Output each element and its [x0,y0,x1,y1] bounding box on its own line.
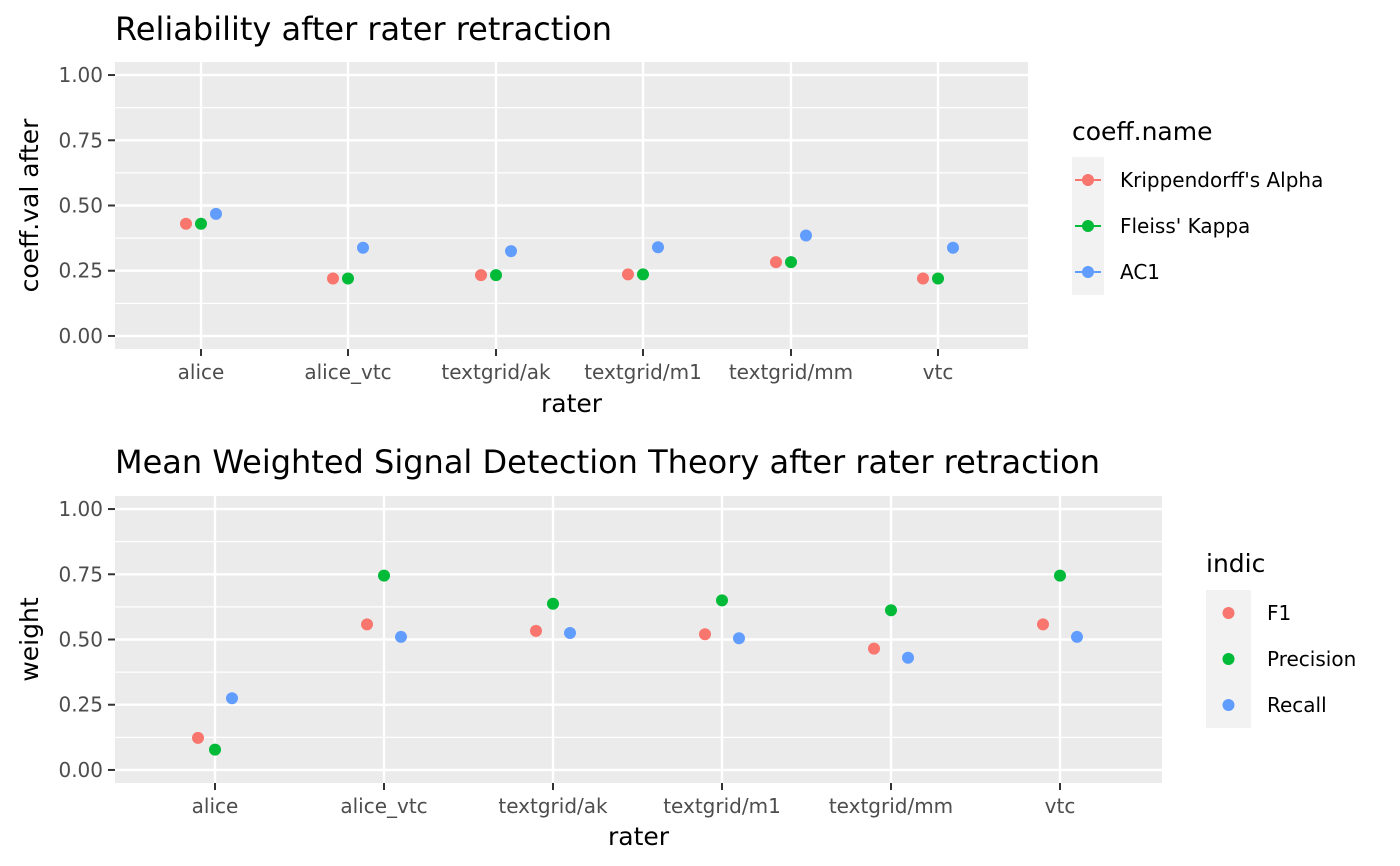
x-tick-label: textgrid/m1 [663,794,781,818]
data-point [342,272,354,285]
y-tick-label: 1.00 [58,497,103,521]
legend-label: Recall [1267,693,1327,717]
legend-label: F1 [1267,601,1291,625]
y-tick-label: 0.00 [58,324,103,348]
y-tick-label: 0.25 [58,693,103,717]
data-point [209,743,221,756]
data-point [868,642,880,655]
legend-title: indic [1206,549,1265,578]
data-point [770,256,782,269]
x-tick-label: textgrid/mm [729,360,853,384]
legend-label: Krippendorff's Alpha [1120,168,1323,192]
data-point [547,597,559,610]
data-point [327,272,339,285]
data-point [505,245,517,258]
legend-marker [1082,266,1094,278]
y-tick-label: 0.25 [58,259,103,283]
data-point [195,217,207,230]
data-point [530,624,542,637]
data-point [652,241,664,254]
chart-title: Reliability after rater retraction [115,10,612,48]
y-tick-label: 1.00 [58,63,103,87]
legend: coeff.name Krippendorff's Alpha Fleiss' Ka… [1072,117,1323,295]
data-point [1071,630,1083,643]
data-point [378,569,390,582]
data-point [395,630,407,643]
legend-marker [1082,174,1094,186]
legend-marker [1222,699,1235,711]
data-point [192,731,204,744]
y-tick-label: 0.50 [58,628,103,652]
legend-marker [1222,607,1235,619]
data-point [902,651,914,664]
data-point [361,618,373,631]
data-point [947,241,959,254]
x-tick-label: alice_vtc [340,794,427,818]
y-tick-label: 0.75 [58,128,103,152]
y-tick-label: 0.00 [58,758,103,782]
x-tick-label: alice [192,794,239,818]
data-point [357,241,369,254]
y-axis-title: weight [15,597,44,681]
x-axis-title: rater [608,822,670,851]
legend-label: Fleiss' Kappa [1120,214,1250,238]
data-point [490,269,502,282]
data-point [785,256,797,269]
data-point [1037,618,1049,631]
x-tick-label: vtc [923,360,954,384]
data-point [180,217,192,230]
data-point [699,628,711,641]
data-point [475,269,487,282]
data-point [733,632,745,645]
x-tick-label: alice_vtc [304,360,391,384]
data-point [637,268,649,281]
chart-2: Mean Weighted Signal Detection Theory af… [15,443,1356,851]
data-point [885,604,897,617]
legend-marker [1222,653,1235,665]
data-point [932,272,944,285]
data-point [1054,569,1066,582]
x-axis-title: rater [541,389,603,418]
y-axis-title: coeff.val after [15,118,44,292]
x-tick-label: textgrid/m1 [584,360,702,384]
data-point [564,626,576,639]
x-tick-label: textgrid/ak [498,794,608,818]
data-point [716,594,728,607]
chart-1: Reliability after rater retraction 0.00 0.… [15,10,1323,418]
data-point [622,268,634,281]
legend-label: AC1 [1120,260,1160,284]
legend-title: coeff.name [1072,117,1213,146]
x-tick-label: alice [178,360,225,384]
data-point [210,207,222,220]
legend-marker [1082,220,1094,232]
data-point [800,229,812,242]
x-tick-label: textgrid/ak [441,360,551,384]
legend-label: Precision [1267,647,1356,671]
data-point [917,272,929,285]
y-tick-label: 0.75 [58,562,103,586]
chart-title: Mean Weighted Signal Detection Theory af… [115,443,1100,481]
data-point [226,692,238,705]
y-tick-label: 0.50 [58,194,103,218]
x-tick-label: textgrid/mm [829,794,953,818]
x-tick-label: vtc [1045,794,1076,818]
